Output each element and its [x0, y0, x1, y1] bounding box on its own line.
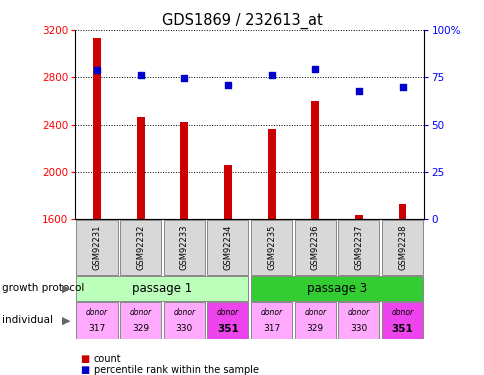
Text: GSM92235: GSM92235 — [267, 225, 275, 270]
Text: 351: 351 — [391, 324, 412, 334]
Text: 317: 317 — [88, 324, 106, 333]
FancyBboxPatch shape — [76, 302, 117, 339]
FancyBboxPatch shape — [120, 302, 161, 339]
Text: 351: 351 — [217, 324, 238, 334]
Bar — [267, 129, 275, 219]
Text: donor: donor — [260, 308, 282, 317]
Text: growth protocol: growth protocol — [2, 284, 85, 293]
FancyBboxPatch shape — [207, 220, 248, 275]
Text: passage 3: passage 3 — [306, 282, 366, 295]
Bar — [398, 204, 406, 219]
FancyBboxPatch shape — [251, 276, 422, 301]
FancyBboxPatch shape — [338, 302, 378, 339]
FancyBboxPatch shape — [207, 302, 248, 339]
Text: ▶: ▶ — [61, 315, 70, 325]
FancyBboxPatch shape — [164, 220, 204, 275]
Point — [311, 66, 318, 72]
Text: donor: donor — [303, 308, 326, 317]
Text: 329: 329 — [132, 324, 149, 333]
Text: donor: donor — [347, 308, 369, 317]
Bar — [354, 215, 362, 219]
Text: count: count — [93, 354, 121, 364]
Point — [398, 84, 406, 90]
Point — [267, 72, 275, 78]
FancyBboxPatch shape — [381, 220, 422, 275]
Text: GSM92232: GSM92232 — [136, 225, 145, 270]
Text: GDS1869 / 232613_at: GDS1869 / 232613_at — [162, 13, 322, 29]
Point — [224, 82, 231, 88]
Text: passage 1: passage 1 — [132, 282, 192, 295]
Text: donor: donor — [129, 308, 151, 317]
Text: individual: individual — [2, 315, 53, 325]
FancyBboxPatch shape — [381, 302, 422, 339]
Bar — [224, 165, 231, 219]
Text: GSM92231: GSM92231 — [92, 225, 101, 270]
Text: donor: donor — [173, 308, 195, 317]
Text: 317: 317 — [262, 324, 280, 333]
Text: 330: 330 — [175, 324, 193, 333]
Point — [136, 72, 144, 78]
FancyBboxPatch shape — [164, 302, 204, 339]
Text: GSM92237: GSM92237 — [354, 225, 363, 270]
Text: donor: donor — [216, 308, 239, 317]
Point — [354, 88, 362, 94]
FancyBboxPatch shape — [76, 276, 248, 301]
Point — [180, 75, 188, 81]
Bar — [180, 122, 188, 219]
Bar — [136, 117, 144, 219]
FancyBboxPatch shape — [76, 220, 117, 275]
FancyBboxPatch shape — [294, 302, 335, 339]
Text: 329: 329 — [306, 324, 323, 333]
Text: ■: ■ — [80, 365, 89, 375]
Text: percentile rank within the sample: percentile rank within the sample — [93, 365, 258, 375]
Text: GSM92233: GSM92233 — [180, 225, 188, 270]
Point — [93, 67, 101, 73]
Text: donor: donor — [86, 308, 108, 317]
Text: GSM92238: GSM92238 — [397, 225, 406, 270]
Text: 330: 330 — [349, 324, 367, 333]
Text: GSM92234: GSM92234 — [223, 225, 232, 270]
Text: donor: donor — [391, 308, 413, 317]
FancyBboxPatch shape — [251, 220, 291, 275]
FancyBboxPatch shape — [294, 220, 335, 275]
Text: ■: ■ — [80, 354, 89, 364]
Bar — [93, 38, 101, 219]
FancyBboxPatch shape — [338, 220, 378, 275]
FancyBboxPatch shape — [120, 220, 161, 275]
Bar — [311, 101, 318, 219]
Text: GSM92236: GSM92236 — [310, 225, 319, 270]
FancyBboxPatch shape — [251, 302, 291, 339]
Text: ▶: ▶ — [61, 284, 70, 293]
